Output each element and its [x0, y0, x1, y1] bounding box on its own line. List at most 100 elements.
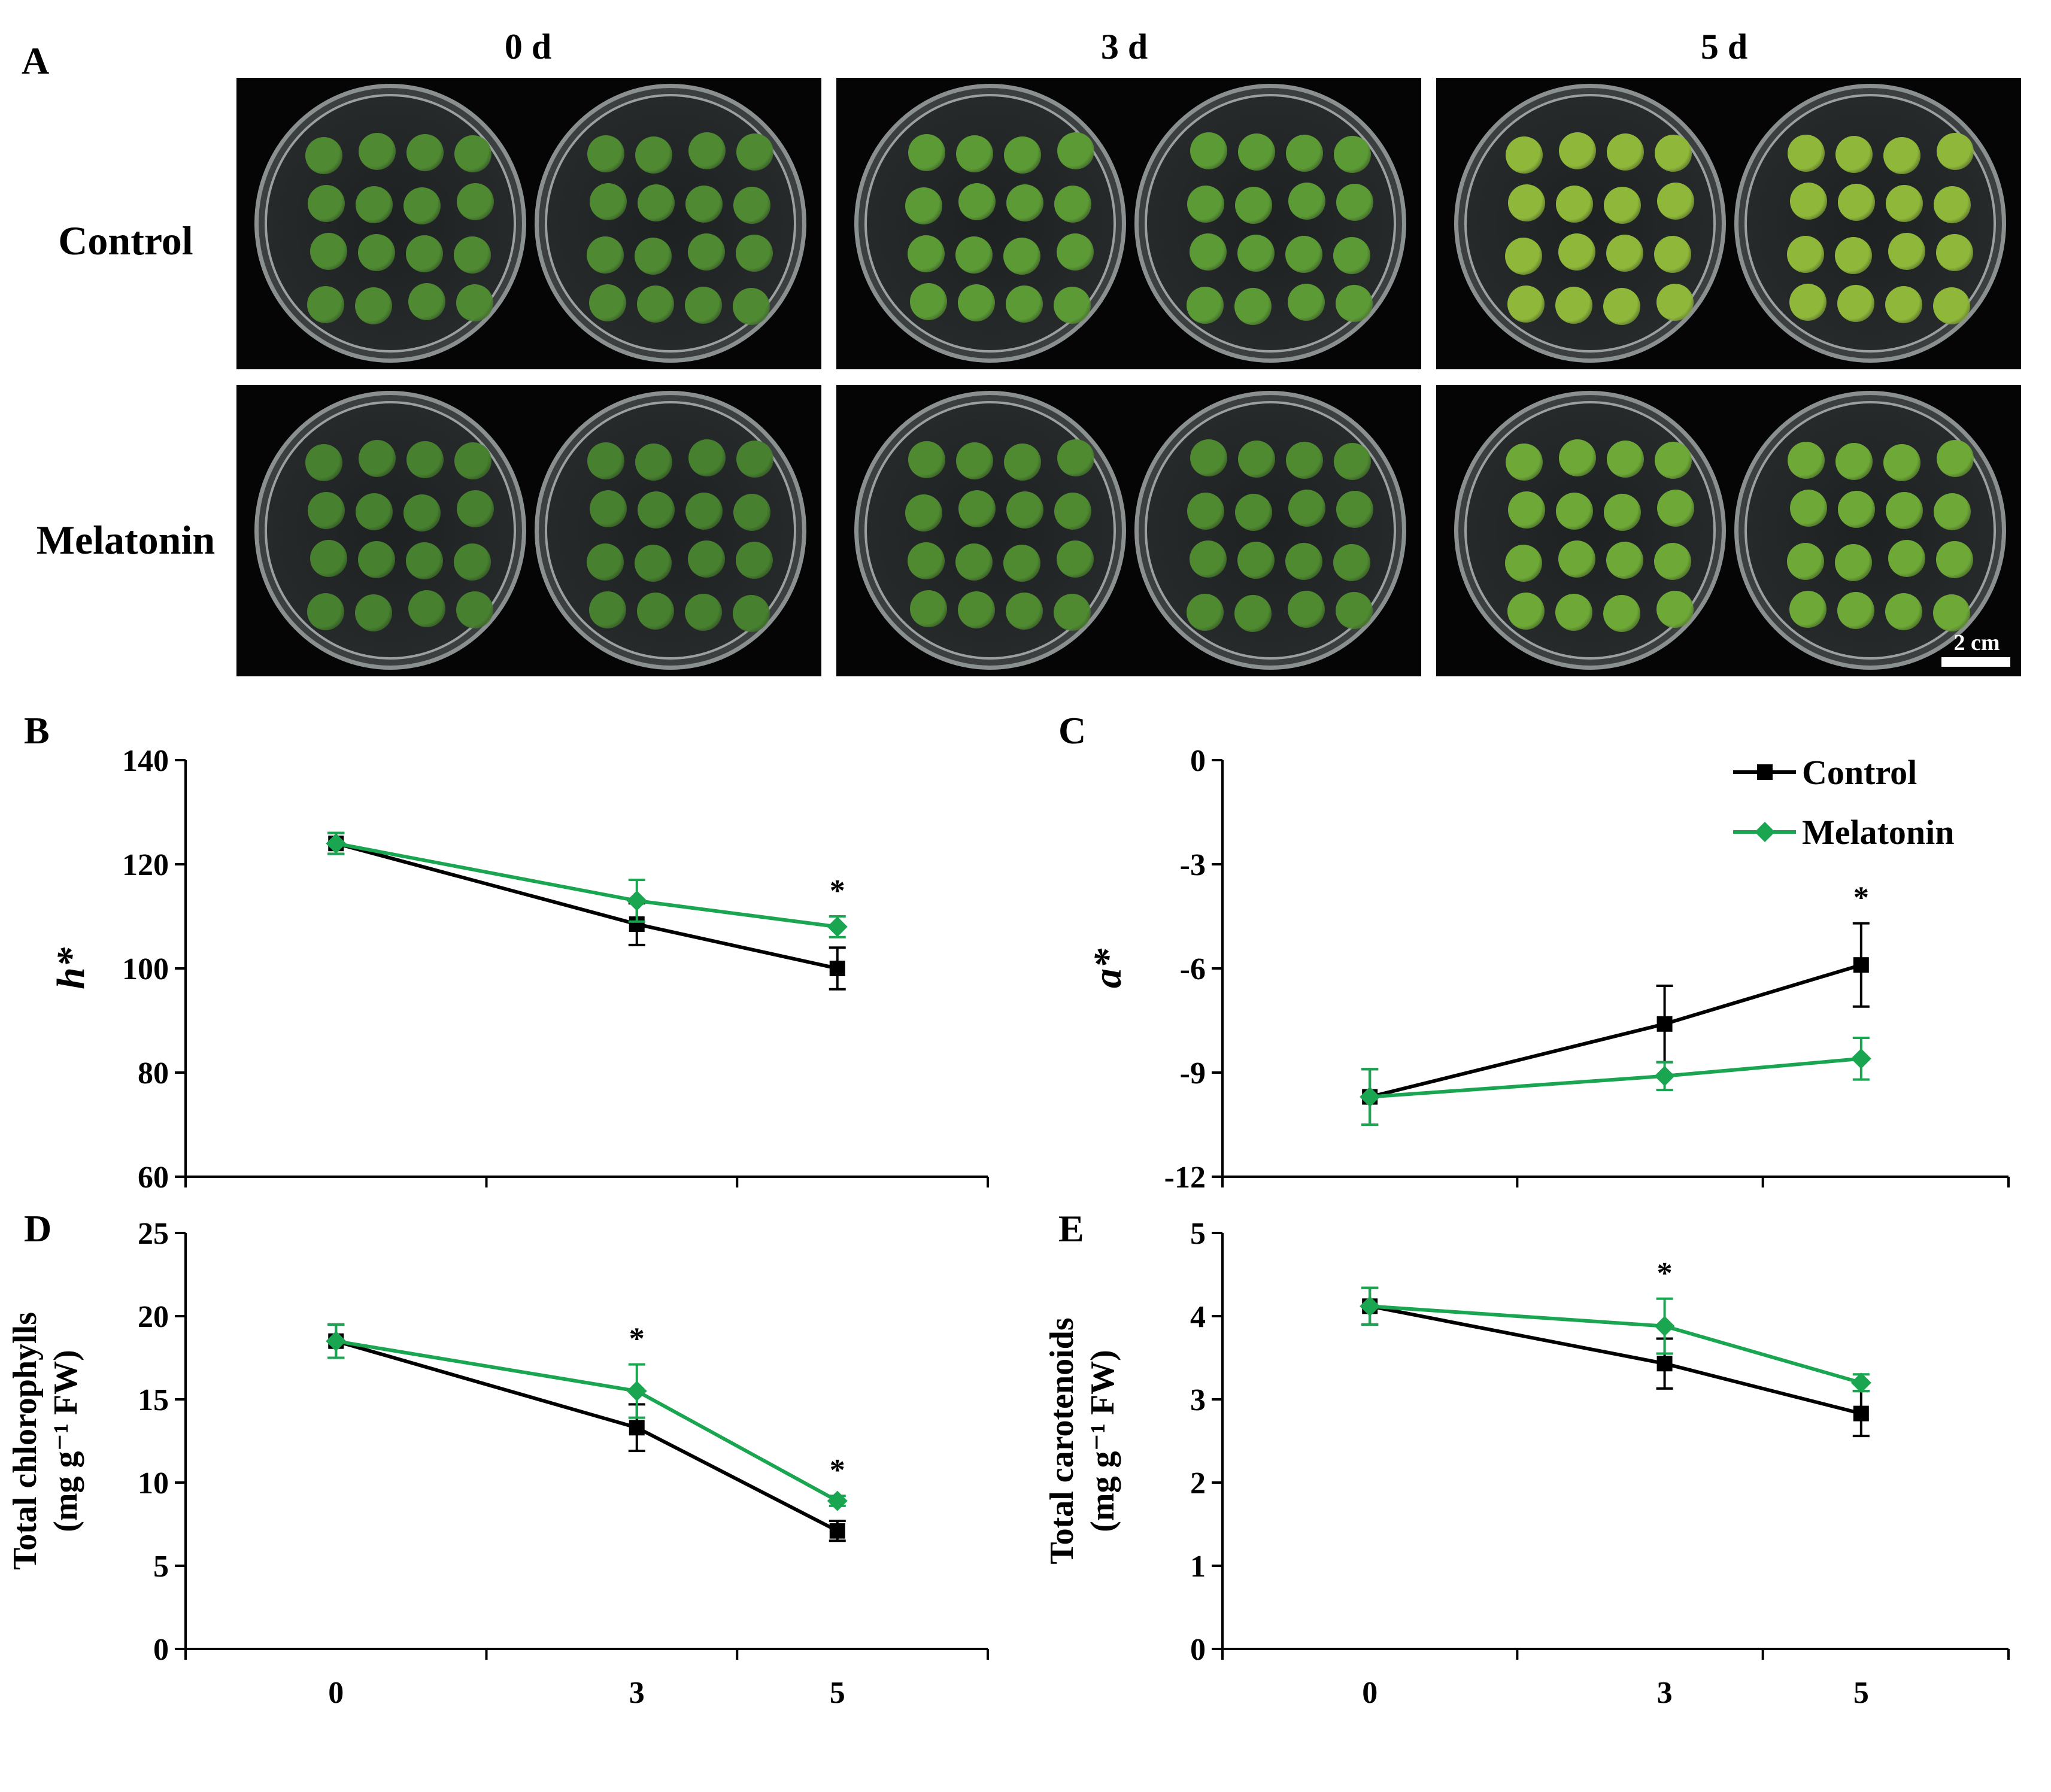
- y-tick-label: 10: [138, 1466, 169, 1501]
- leaf-disc: [1006, 491, 1043, 529]
- leaf-disc: [1054, 186, 1091, 223]
- leaf-disc: [958, 490, 996, 527]
- day-label-3: 3 d: [1100, 27, 1148, 66]
- leaf-disc: [1336, 285, 1373, 322]
- photo-melatonin-2: [1436, 385, 2021, 676]
- leaf-disc: [1054, 493, 1091, 530]
- leaf-disc: [406, 235, 443, 272]
- marker-melatonin: [626, 1381, 647, 1402]
- y-axis-label-line1: Total chlorophylls: [7, 1312, 44, 1570]
- leaf-disc: [1187, 287, 1224, 324]
- leaf-disc: [1788, 135, 1825, 172]
- leaf-disc: [1789, 591, 1827, 628]
- leaf-disc: [1934, 493, 1971, 530]
- leaf-disc: [1288, 284, 1325, 321]
- x-tick-label: 3: [629, 1676, 645, 1710]
- leaf-disc: [635, 136, 672, 174]
- x-tick-label: 0: [328, 1676, 344, 1710]
- leaf-disc: [1508, 491, 1545, 529]
- chart-b: B 60 80 100 120 140 h* *: [24, 709, 989, 1195]
- leaf-disc: [1933, 287, 1970, 324]
- petri-dish: [1134, 84, 1406, 363]
- petri-dish: [1734, 391, 2006, 670]
- leaf-disc: [956, 135, 993, 172]
- leaf-disc: [1654, 543, 1691, 580]
- leaf-disc: [1057, 439, 1094, 476]
- petri-dish: [535, 84, 806, 363]
- leaf-disc: [587, 135, 624, 172]
- leaf-disc: [1559, 132, 1596, 169]
- series-line-control: [335, 842, 838, 970]
- leaf-disc: [688, 233, 725, 271]
- significance-star: *: [830, 874, 845, 908]
- leaf-disc: [1285, 543, 1322, 580]
- leaf-disc: [308, 492, 345, 529]
- leaf-disc: [1603, 288, 1640, 325]
- leaf-disc: [1888, 233, 1925, 270]
- leaf-disc: [955, 236, 993, 274]
- leaf-disc: [1238, 133, 1275, 171]
- marker-melatonin: [326, 833, 347, 854]
- petri-dish: [1454, 84, 1726, 363]
- leaf-disc: [733, 494, 770, 531]
- series-line-melatonin: [1369, 1304, 1862, 1385]
- panel-label-e: E: [1058, 1207, 1084, 1250]
- leaf-disc: [635, 238, 672, 275]
- leaf-disc: [408, 283, 445, 320]
- series-line-melatonin: [335, 1339, 839, 1503]
- significance-star: *: [830, 1453, 845, 1487]
- leaf-disc: [1883, 137, 1920, 174]
- leaf-disc: [910, 590, 947, 627]
- chart-d: D0510152025035Time (d)Total chlorophylls…: [7, 1207, 989, 1710]
- marker-melatonin: [1850, 1372, 1871, 1393]
- leaf-disc: [688, 132, 726, 169]
- leaf-disc: [307, 286, 344, 323]
- y-tick-label: 5: [153, 1550, 169, 1584]
- leaf-disc: [908, 441, 945, 478]
- y-tick-label: 2: [1190, 1466, 1206, 1501]
- leaf-disc: [958, 284, 995, 321]
- leaf-disc: [1654, 236, 1691, 273]
- leaf-disc: [454, 442, 491, 479]
- series-line-control: [1369, 963, 1862, 1099]
- y-tick-label: 80: [138, 1056, 169, 1091]
- leaf-disc: [1187, 493, 1224, 530]
- leaf-disc: [356, 186, 393, 223]
- leaf-disc: [1507, 285, 1545, 323]
- leaf-disc: [1555, 287, 1592, 324]
- leaf-disc: [736, 235, 773, 272]
- leaf-disc: [308, 185, 345, 222]
- y-tick-label: 25: [138, 1217, 169, 1251]
- leaf-disc: [1933, 594, 1970, 631]
- leaf-disc: [1285, 236, 1322, 273]
- leaf-disc: [456, 284, 493, 321]
- marker-melatonin: [326, 1331, 347, 1351]
- leaf-disc: [1506, 136, 1543, 174]
- leaf-disc: [590, 183, 627, 220]
- leaf-disc: [635, 545, 672, 582]
- significance-star: *: [1657, 1256, 1673, 1290]
- leaf-disc: [1837, 285, 1874, 322]
- leaf-disc: [685, 493, 723, 530]
- y-tick-label: 15: [138, 1383, 169, 1417]
- leaf-disc: [1787, 543, 1824, 580]
- leaf-disc: [457, 490, 494, 527]
- leaf-disc: [1237, 235, 1275, 272]
- leaf-disc: [1886, 185, 1923, 222]
- leaf-disc: [1937, 440, 1974, 477]
- leaf-disc: [1506, 444, 1543, 481]
- chart-e: E012345035Time (d)Total carotenoids(mg g…: [1043, 1207, 2010, 1710]
- leaf-disc: [736, 542, 773, 579]
- leaf-disc: [1936, 541, 1973, 578]
- series-line-melatonin: [335, 842, 838, 929]
- leaf-disc: [1657, 183, 1694, 220]
- leaf-disc: [1886, 492, 1923, 529]
- leaf-disc: [454, 543, 491, 581]
- petri-dish: [254, 391, 526, 670]
- leaf-disc: [1937, 133, 1974, 170]
- leaf-disc: [305, 137, 342, 174]
- leaf-disc: [688, 540, 725, 578]
- leaf-disc: [1004, 136, 1041, 174]
- leaf-disc: [1238, 441, 1275, 478]
- petri-dish: [1734, 84, 2006, 363]
